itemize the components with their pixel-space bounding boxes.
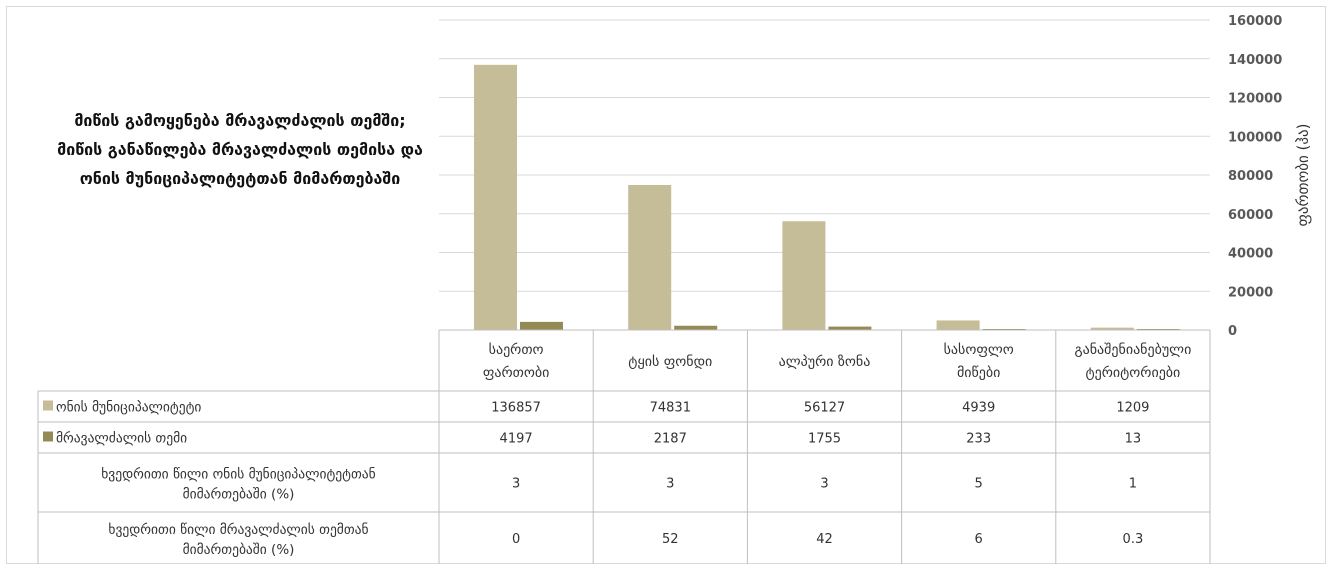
table-cell: 0.3 [1123,532,1144,547]
category-label: ალპური ზონა [779,353,871,370]
category-label: სასოფლო მიწები [944,342,1014,381]
table-cell: 3 [820,477,828,492]
bar [474,64,517,330]
category-label: განაშენიანებული ტერიტორიები [1074,342,1191,381]
table-cell: 1755 [808,432,841,447]
bar [520,321,563,330]
bar [936,320,980,330]
bar [628,185,672,330]
y-tick-label: 140000 [1228,53,1282,68]
table-cell: 4939 [962,401,995,416]
y-axis-label: ფართობი (ჰა) [1294,124,1312,227]
legend-key [43,400,53,411]
y-tick-label: 0 [1228,324,1237,339]
y-tick-label: 60000 [1228,208,1273,223]
table-cell: 42 [816,532,833,547]
table-cell: 136857 [491,401,541,416]
table-cell: 1 [1129,477,1137,492]
chart-title: მიწის გამოყენება მრავალძალის თემში; მიწი… [57,111,423,188]
table-cell: 4197 [500,432,533,447]
table-cell: 1209 [1116,401,1149,416]
legend-entry: მრავალძალის თემი [56,430,187,447]
table-cell: 2187 [654,432,687,447]
y-tick-label: 120000 [1228,92,1282,107]
table-cell: 6 [975,532,983,547]
y-tick-label: 160000 [1228,14,1282,29]
bar [1090,327,1134,330]
table-cell: 3 [666,477,674,492]
table-cell: 74831 [650,401,691,416]
table-cell: 56127 [804,401,845,416]
table-cell: 5 [975,477,983,492]
table-row-label: ხვედრითი წილი ონის მუნიციპალიტეტთან მიმარ… [101,466,375,503]
legend-entry: ონის მუნიციპალიტეტი [56,400,201,416]
table-cell: 13 [1125,432,1142,447]
y-tick-label: 80000 [1228,169,1273,184]
category-label: საერთო ფართობი [483,341,550,381]
bar [674,325,718,330]
legend-key [43,431,53,442]
y-tick-label: 100000 [1228,130,1282,145]
table-cell: 0 [512,532,520,547]
y-tick-label: 40000 [1228,247,1273,262]
table-cell: 52 [662,532,679,547]
bar [828,326,872,330]
table-cell: 3 [512,477,520,492]
y-tick-label: 20000 [1228,285,1273,300]
category-label: ტყის ფონდი [628,354,712,370]
table-row-label: ხვედრითი წილი მრავალძალის თემთან მიმართებ… [108,521,368,558]
table-cell: 233 [966,432,991,447]
bar [782,221,826,330]
